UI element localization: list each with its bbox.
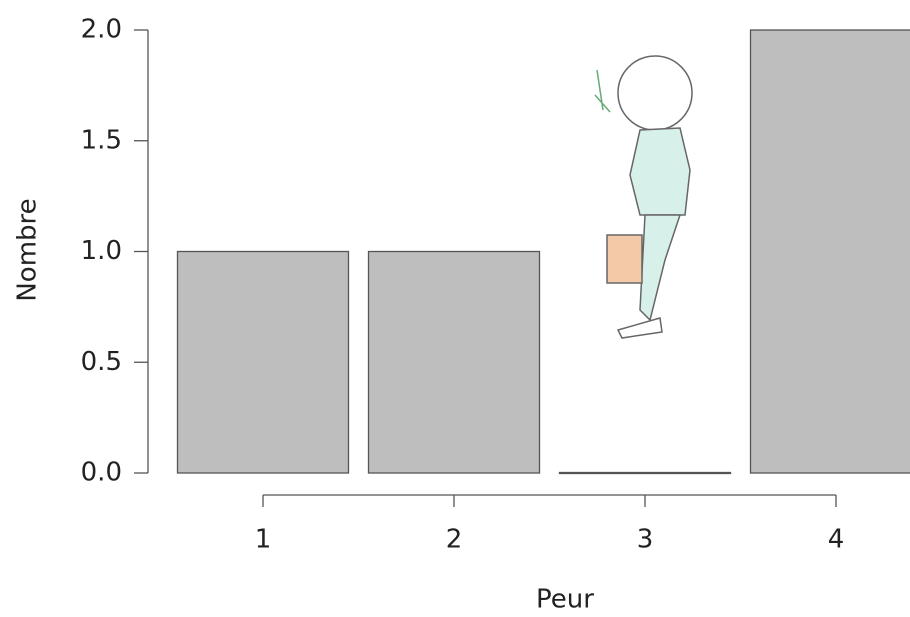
illustration [594, 55, 693, 339]
x-tick-label: 4 [828, 525, 845, 555]
y-tick-label: 2.0 [81, 15, 122, 45]
y-tick-label: 0.5 [81, 347, 122, 377]
y-axis-label: Nombre [13, 198, 43, 301]
x-tick-label: 3 [637, 525, 654, 555]
bar [367, 250, 541, 474]
x-tick-label: 1 [255, 525, 272, 555]
bar [558, 471, 732, 475]
y-tick-label: 1.5 [81, 125, 122, 155]
y-tick-label: 0.0 [81, 458, 122, 488]
x-axis-label: Peur [536, 585, 594, 615]
x-tick-label: 2 [446, 525, 463, 555]
bar [749, 29, 910, 474]
bar [176, 250, 350, 474]
y-tick-label: 1.0 [81, 236, 122, 266]
